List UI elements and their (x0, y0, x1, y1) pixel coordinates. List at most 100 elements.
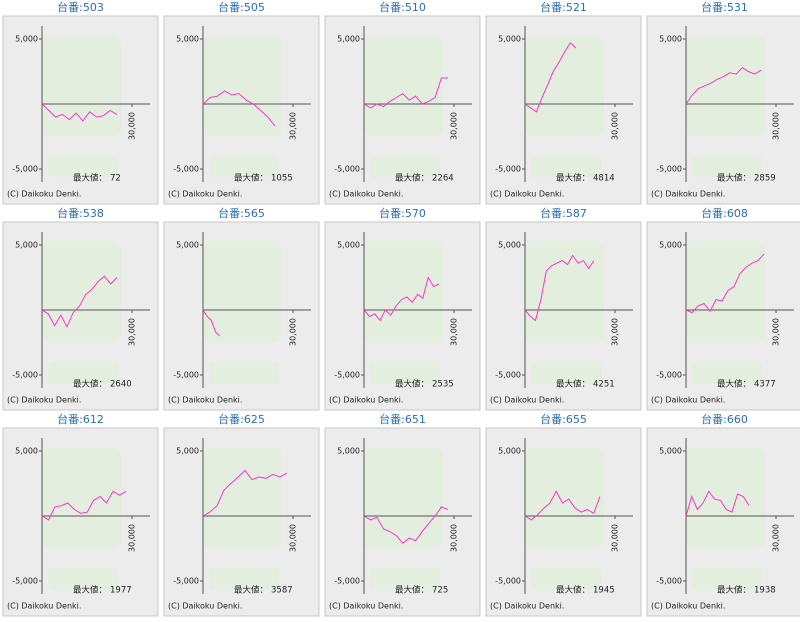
panel-decoration (524, 448, 604, 548)
y-tick-label: 5,000 (659, 35, 682, 44)
panel-decoration (685, 242, 765, 342)
y-tick-label: -5,000 (656, 371, 682, 380)
copyright: (C) Daikoku Denki. (168, 602, 242, 611)
panel-decoration (692, 568, 762, 590)
panel-decoration (209, 156, 279, 178)
y-tick-label: -5,000 (12, 371, 38, 380)
max-label: 最大値： (73, 173, 107, 184)
x-tick-label: 30,000 (450, 318, 459, 346)
x-tick-label: 30,000 (450, 112, 459, 140)
chart-title: 台番:625 (218, 412, 265, 426)
panel-decoration (685, 36, 765, 136)
max-label: 最大値： (395, 379, 429, 390)
panel-decoration (370, 362, 440, 384)
panel-decoration (531, 156, 601, 178)
max-label: 最大値： (395, 173, 429, 184)
max-value: 3587 (271, 586, 293, 596)
y-tick-label: -5,000 (334, 371, 360, 380)
data-line (685, 253, 765, 314)
x-tick-label: 30,000 (289, 112, 298, 140)
panel-decoration (48, 156, 118, 178)
chart-panel: 台番:505 -5,000 5,000 30,000 最大値： 1055 (C) Daiko… (163, 0, 320, 205)
y-tick-label: -5,000 (495, 577, 521, 586)
panel-decoration (692, 156, 762, 178)
y-tick-label: -5,000 (656, 577, 682, 586)
y-tick-label: 5,000 (337, 447, 360, 456)
y-tick-label: -5,000 (495, 165, 521, 174)
panel-decoration (48, 568, 118, 590)
x-tick-label: 30,000 (772, 112, 781, 140)
chart-panel: 台番:587 -5,000 5,000 30,000 最大値： 4251 (C) Daiko… (485, 206, 642, 411)
panel-decoration (531, 362, 601, 384)
x-tick-label: 30,000 (772, 318, 781, 346)
y-tick-label: 5,000 (337, 35, 360, 44)
x-tick-label: 30,000 (128, 112, 137, 140)
max-label: 最大値： (234, 173, 268, 184)
max-value: 4251 (593, 380, 615, 390)
max-value: 4377 (754, 380, 776, 390)
panel-decoration (41, 448, 121, 548)
chart-title: 台番:608 (701, 206, 748, 220)
max-label: 最大値： (556, 585, 590, 596)
y-tick-label: -5,000 (12, 577, 38, 586)
max-value: 72 (110, 174, 121, 184)
x-tick-label: 30,000 (289, 524, 298, 552)
chart-title: 台番:612 (57, 412, 104, 426)
panel-decoration (524, 242, 604, 342)
panel-decoration (363, 448, 443, 548)
panel-decoration (41, 36, 121, 136)
copyright: (C) Daikoku Denki. (7, 396, 81, 405)
chart-title: 台番:565 (218, 206, 265, 220)
copyright: (C) Daikoku Denki. (651, 190, 725, 199)
panel-decoration (41, 242, 121, 342)
chart-panel: 台番:565 -5,000 5,000 30,000 (C) Daikoku Denki… (163, 206, 320, 411)
chart-panel: 台番:521 -5,000 5,000 30,000 最大値： 4814 (C) Daiko… (485, 0, 642, 205)
y-tick-label: -5,000 (173, 577, 199, 586)
x-tick-label: 30,000 (611, 318, 620, 346)
copyright: (C) Daikoku Denki. (329, 396, 403, 405)
max-label: 最大値： (234, 585, 268, 596)
max-label: 最大値： (73, 379, 107, 390)
chart-panel: 台番:503 -5,000 5,000 30,000 最大値： 72 (C) Daikoku… (2, 0, 159, 205)
chart-panel: 台番:531 -5,000 5,000 30,000 最大値： 2859 (C) Daiko… (646, 0, 800, 205)
panel-decoration (202, 448, 282, 548)
y-tick-label: 5,000 (659, 241, 682, 250)
chart-title: 台番:587 (540, 206, 587, 220)
y-tick-label: 5,000 (498, 447, 521, 456)
panel-decoration (202, 36, 282, 136)
chart-title: 台番:651 (379, 412, 426, 426)
y-tick-label: 5,000 (15, 35, 38, 44)
x-tick-label: 30,000 (772, 524, 781, 552)
max-label: 最大値： (556, 173, 590, 184)
data-line (363, 506, 449, 544)
data-line (685, 490, 750, 517)
panel-decoration (370, 568, 440, 590)
chart-panel: 台番:510 -5,000 5,000 30,000 最大値： 2264 (C) Daiko… (324, 0, 481, 205)
y-tick-label: 5,000 (337, 241, 360, 250)
max-value: 4814 (593, 174, 615, 184)
copyright: (C) Daikoku Denki. (490, 396, 564, 405)
y-tick-label: 5,000 (15, 447, 38, 456)
max-value: 725 (432, 586, 448, 596)
data-line (202, 90, 276, 127)
panel-decoration (363, 36, 443, 136)
max-label: 最大値： (717, 585, 751, 596)
chart-title: 台番:505 (218, 0, 265, 14)
copyright: (C) Daikoku Denki. (651, 602, 725, 611)
y-tick-label: -5,000 (656, 165, 682, 174)
data-line (524, 42, 577, 113)
chart-panel: 台番:608 -5,000 5,000 30,000 最大値： 4377 (C) Daiko… (646, 206, 800, 411)
chart-title: 台番:538 (57, 206, 104, 220)
y-tick-label: -5,000 (334, 165, 360, 174)
chart-title: 台番:510 (379, 0, 426, 14)
data-line (524, 490, 601, 521)
chart-title: 台番:660 (701, 412, 748, 426)
copyright: (C) Daikoku Denki. (168, 190, 242, 199)
data-line (685, 66, 762, 105)
y-tick-label: 5,000 (176, 447, 199, 456)
copyright: (C) Daikoku Denki. (168, 396, 242, 405)
y-tick-label: 5,000 (498, 241, 521, 250)
max-value: 2535 (432, 380, 454, 390)
y-tick-label: 5,000 (659, 447, 682, 456)
